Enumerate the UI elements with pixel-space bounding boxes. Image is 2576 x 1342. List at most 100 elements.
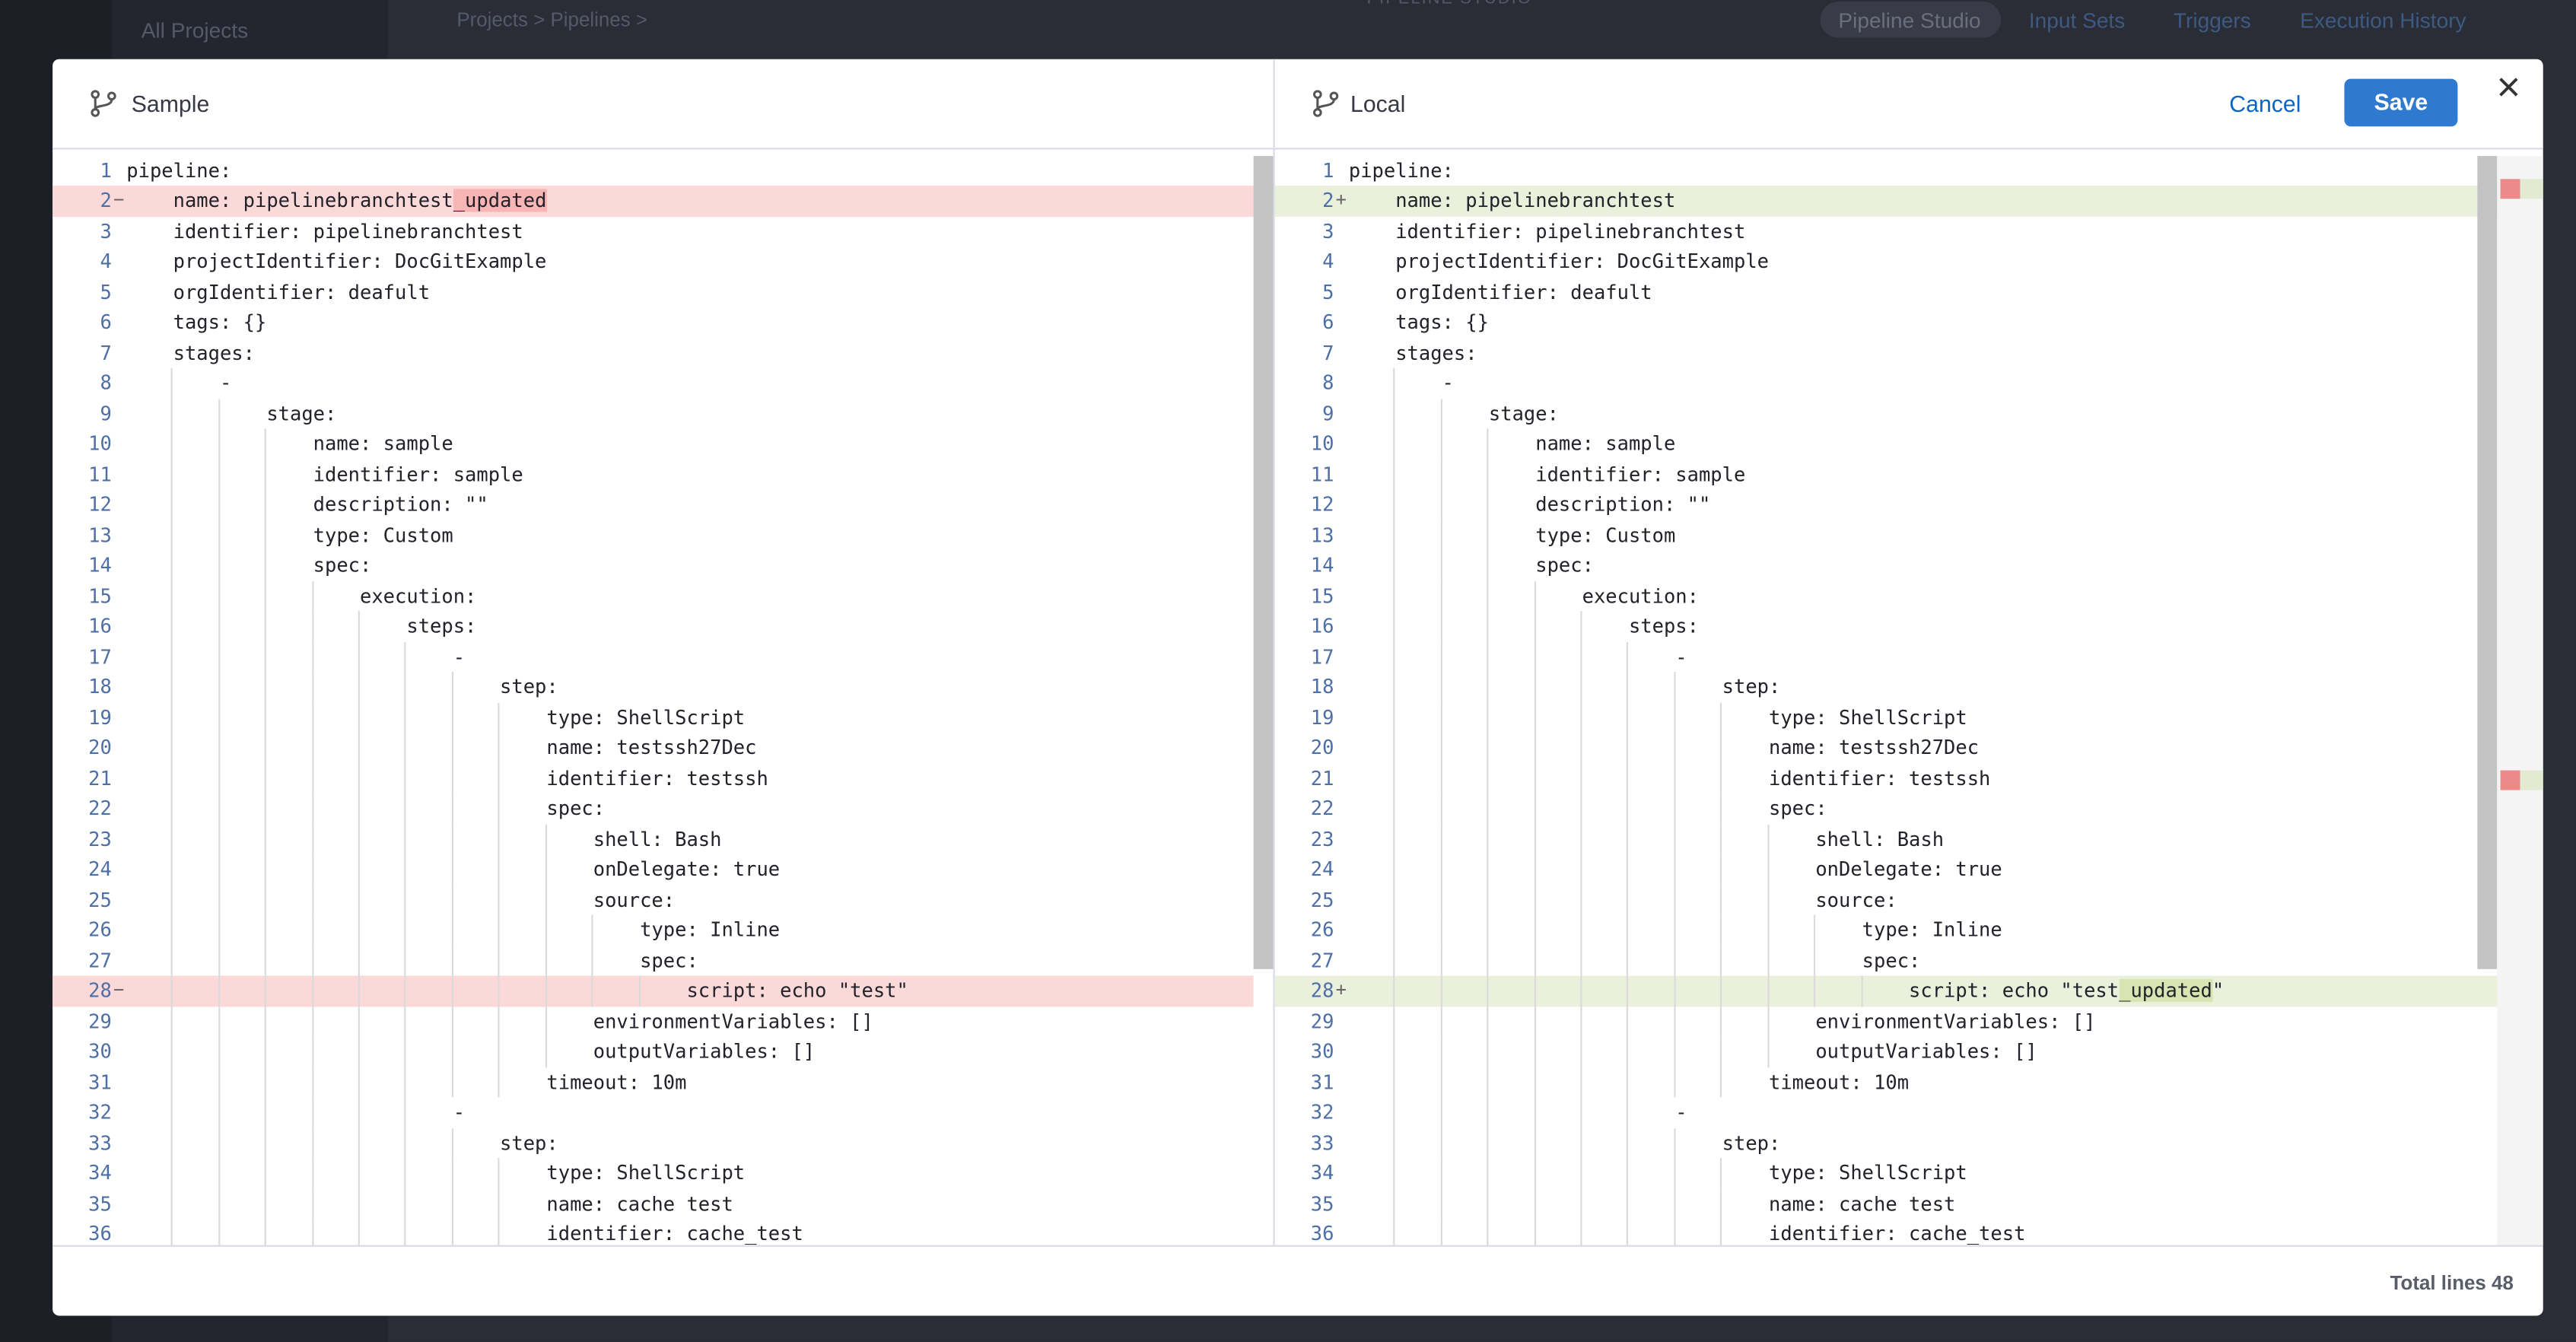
indent-guide — [1440, 824, 1442, 855]
pane-title: Sample — [131, 90, 210, 117]
indent-guide — [311, 672, 313, 703]
indent-guide — [405, 641, 407, 673]
indent-guide — [1627, 1127, 1630, 1159]
code-text: spec: — [126, 797, 606, 820]
code-text: step: — [1348, 1131, 1781, 1155]
indent-guide — [171, 520, 173, 551]
indent-guide — [171, 976, 173, 1006]
indent-guide — [1674, 915, 1676, 946]
code-line: 4 projectIdentifier: DocGitExample — [1275, 246, 2499, 277]
indent-guide — [498, 946, 501, 977]
indent-guide — [1394, 1097, 1396, 1128]
tab[interactable]: Execution History — [2300, 8, 2466, 33]
indent-guide — [638, 976, 641, 1006]
indent-guide — [358, 1006, 361, 1037]
indent-guide — [265, 611, 267, 642]
indent-guide — [545, 854, 547, 886]
indent-guide — [1720, 702, 1722, 733]
indent-guide — [405, 1067, 407, 1098]
code-text: stages: — [1348, 341, 1477, 364]
indent-guide — [218, 733, 220, 764]
indent-guide — [451, 824, 453, 855]
indent-guide — [358, 1067, 361, 1098]
indent-guide — [1534, 1158, 1536, 1189]
crumb[interactable]: Pipelines — [550, 8, 631, 32]
indent-guide — [1487, 1127, 1489, 1159]
indent-guide — [1627, 1219, 1630, 1245]
indent-guide — [1534, 733, 1536, 764]
indent-guide — [1674, 1006, 1676, 1037]
indent-guide — [218, 672, 220, 703]
close-button[interactable] — [2497, 75, 2520, 98]
indent-guide — [265, 915, 267, 946]
indent-guide — [311, 1067, 313, 1098]
line-number: 12 — [88, 493, 112, 517]
line-number: 32 — [1310, 1101, 1334, 1124]
indent-guide — [1534, 580, 1536, 612]
code-text: orgIdentifier: deafult — [1348, 280, 1652, 304]
code-line: 25 source: — [52, 885, 1254, 916]
code-line: 8 - — [1275, 368, 2499, 399]
code-text: source: — [126, 888, 676, 911]
indent-guide — [451, 1127, 453, 1159]
code-text: identifier: pipelinebranchtest — [1348, 219, 1746, 243]
indent-guide — [358, 611, 361, 642]
indent-guide — [171, 824, 173, 855]
indent-guide — [1394, 1188, 1396, 1220]
code-text: name: cache test — [126, 1191, 733, 1216]
indent-guide — [498, 763, 501, 794]
indent-guide — [218, 641, 220, 673]
indent-guide — [451, 915, 453, 946]
code-text: outputVariables: [] — [1348, 1040, 2037, 1064]
indent-guide — [1720, 1219, 1722, 1245]
indent-guide — [1534, 763, 1536, 794]
indent-guide — [451, 1158, 453, 1189]
crumb[interactable]: Projects — [456, 8, 528, 32]
code-segment: " — [2212, 979, 2225, 1003]
minimap — [2497, 156, 2543, 1245]
code-pane: 1 pipeline: 2 + name: pipelinebranchtest 3 i… — [1274, 149, 2499, 1245]
indent-guide — [1674, 824, 1676, 855]
indent-guide — [1394, 976, 1396, 1006]
indent-guide — [1720, 793, 1722, 825]
indent-guide — [171, 460, 173, 490]
indent-guide — [591, 946, 593, 977]
indent-guide — [1627, 1036, 1630, 1067]
code-line: 33 step: — [52, 1127, 1254, 1159]
indent-guide — [265, 429, 267, 460]
indent-guide — [1487, 946, 1489, 977]
tab[interactable]: Pipeline Studio — [1838, 8, 1981, 33]
indent-guide — [1627, 641, 1630, 673]
cancel-button[interactable]: Cancel — [2229, 90, 2301, 117]
indent-guide — [1674, 976, 1676, 1006]
line-number: 31 — [88, 1070, 112, 1094]
indent-guide — [1394, 1127, 1396, 1159]
indent-guide — [451, 763, 453, 794]
line-number: 23 — [1310, 827, 1334, 851]
code-segment: script: echo "test — [1348, 979, 2120, 1003]
indent-guide — [1394, 641, 1396, 673]
pane-title: Local — [1350, 90, 1406, 117]
code-line: 24 onDelegate: true — [52, 854, 1254, 886]
line-number: 17 — [88, 644, 112, 669]
tab[interactable]: Triggers — [2173, 8, 2251, 33]
code-line: 2 + name: pipelinebranchtest — [1274, 186, 2499, 217]
indent-guide — [171, 915, 173, 946]
footer-total: Total lines 48 — [2390, 1271, 2514, 1295]
code-text: timeout: 10m — [546, 1070, 687, 1094]
code-text: type: Custom — [1348, 523, 1676, 547]
tab[interactable]: Input Sets — [2028, 8, 2126, 33]
code-line: 10 name: sample — [1275, 429, 2499, 460]
scrollbar — [2477, 156, 2498, 969]
code-text: step: — [1348, 675, 1781, 699]
indent-guide — [1720, 763, 1722, 794]
indent-guide — [1720, 1067, 1722, 1098]
indent-guide — [171, 580, 173, 612]
indent-guide — [1534, 915, 1536, 946]
indent-guide — [265, 733, 267, 764]
indent-guide — [218, 489, 220, 520]
save-button[interactable]: Save — [2344, 78, 2458, 127]
indent-guide — [405, 976, 407, 1006]
line-number: 28 — [1310, 979, 1334, 1003]
indent-guide — [1580, 1127, 1582, 1159]
